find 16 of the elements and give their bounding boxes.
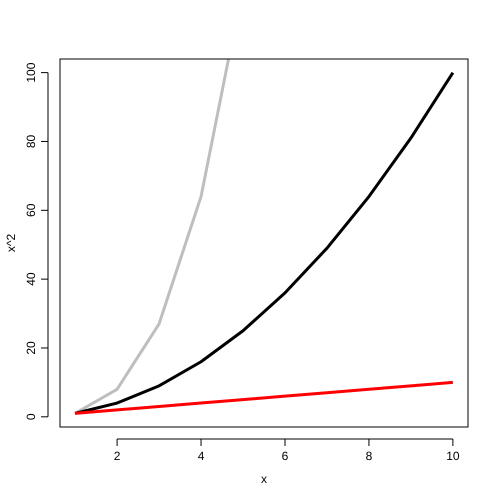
x-tick-label: 2 — [114, 449, 121, 463]
line-series — [74, 59, 230, 415]
y-axis-title: x^2 — [4, 234, 18, 252]
y-tick-label: 100 — [24, 62, 38, 83]
y-tick-label: 80 — [24, 134, 38, 148]
y-tick-label: 20 — [24, 340, 38, 355]
y-tick-label: 40 — [24, 272, 38, 286]
x-tick-label: 6 — [282, 449, 289, 463]
x-tick-label: 10 — [446, 449, 460, 463]
x-tick-label: 4 — [198, 449, 205, 463]
y-tick-label: 60 — [24, 203, 38, 217]
y-tick-label: 0 — [24, 413, 38, 420]
x-tick-label: 8 — [366, 449, 373, 463]
line-series — [74, 71, 454, 415]
x-axis-title: x — [261, 472, 267, 486]
line-series — [74, 380, 454, 415]
